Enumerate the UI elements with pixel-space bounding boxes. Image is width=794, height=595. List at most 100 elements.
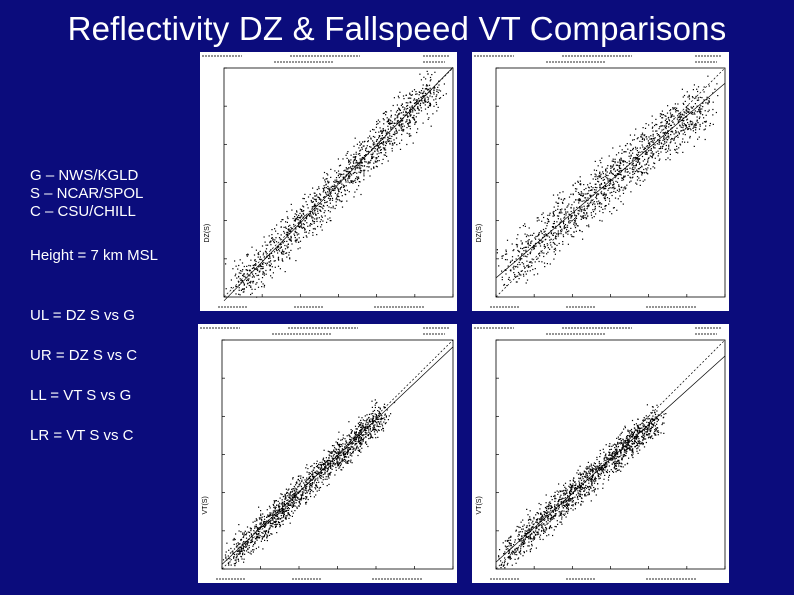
scatter-point xyxy=(596,201,598,203)
scatter-point xyxy=(345,194,347,196)
scatter-point xyxy=(652,130,654,132)
scatter-point xyxy=(275,512,277,514)
scatter-point xyxy=(363,169,365,171)
scatter-point xyxy=(234,260,236,262)
scatter-point xyxy=(275,506,277,508)
scatter-point xyxy=(345,154,347,156)
scatter-point xyxy=(390,140,392,142)
scatter-point xyxy=(424,97,426,99)
scatter-point xyxy=(329,220,331,222)
scatter-point xyxy=(508,539,510,541)
scatter-point xyxy=(549,239,551,241)
scatter-point xyxy=(568,491,571,494)
scatter-point xyxy=(604,474,606,476)
scatter-point xyxy=(557,523,559,525)
scatter-point xyxy=(345,167,347,169)
scatter-point xyxy=(547,235,549,237)
scatter-point xyxy=(377,119,379,121)
scatter-point xyxy=(538,232,540,234)
scatter-point xyxy=(266,256,268,258)
scatter-point xyxy=(324,187,326,189)
scatter-point xyxy=(592,470,594,472)
scatter-point xyxy=(365,149,367,152)
scatter-point xyxy=(580,215,582,217)
scatter-point xyxy=(613,167,615,170)
scatter-point xyxy=(334,187,336,189)
scatter-point xyxy=(519,526,521,529)
scatter-point xyxy=(636,176,639,178)
scatter-point xyxy=(571,214,573,217)
scatter-point xyxy=(240,538,243,540)
scatter-point xyxy=(617,177,619,180)
scatter-point xyxy=(629,143,631,145)
scatter-point xyxy=(677,110,679,112)
scatter-point xyxy=(326,201,328,203)
scatter-point xyxy=(364,420,366,422)
scatter-point xyxy=(558,212,560,214)
scatter-point xyxy=(286,252,288,254)
scatter-point xyxy=(615,191,617,193)
scatter-point xyxy=(678,133,680,135)
scatter-point xyxy=(540,250,542,252)
scatter-point xyxy=(235,265,237,267)
scatter-point xyxy=(295,241,297,243)
scatter-point xyxy=(531,522,533,524)
scatter-point xyxy=(551,506,553,508)
scatter-point xyxy=(426,101,429,103)
scatter-point xyxy=(302,492,304,494)
scatter-point xyxy=(604,193,606,196)
scatter-point xyxy=(528,227,530,229)
scatter-point xyxy=(594,468,596,470)
scatter-point xyxy=(525,533,527,535)
scatter-point xyxy=(357,176,360,178)
scatter-point xyxy=(336,456,339,458)
scatter-point xyxy=(516,246,518,248)
scatter-point xyxy=(311,485,313,487)
scatter-point xyxy=(430,104,432,106)
scatter-point xyxy=(285,221,287,223)
scatter-point xyxy=(613,451,615,453)
scatter-point xyxy=(684,131,686,133)
scatter-point xyxy=(548,507,550,509)
scatter-point xyxy=(678,116,680,119)
scatter-point xyxy=(632,152,634,154)
scatter-point xyxy=(386,117,388,119)
scatter-point xyxy=(250,530,252,532)
scatter-point xyxy=(546,235,548,237)
scatter-point xyxy=(428,91,430,93)
scatter-point xyxy=(683,117,685,119)
scatter-point xyxy=(632,158,634,160)
scatter-point xyxy=(652,426,654,428)
scatter-point xyxy=(553,213,555,216)
scatter-point xyxy=(292,477,294,479)
scatter-point xyxy=(317,225,319,228)
scatter-point xyxy=(649,428,651,430)
scatter-point xyxy=(623,448,625,450)
scatter-point xyxy=(321,216,323,218)
scatter-point xyxy=(296,499,298,501)
scatter-point xyxy=(567,500,569,502)
scatter-point xyxy=(625,455,627,457)
scatter-point xyxy=(334,189,336,191)
scatter-point xyxy=(242,532,244,534)
scatter-point xyxy=(356,188,358,191)
scatter-point xyxy=(654,416,656,418)
scatter-point xyxy=(586,212,588,214)
scatter-point xyxy=(275,522,277,524)
scatter-point xyxy=(708,109,710,111)
scatter-point xyxy=(252,551,254,553)
scatter-point xyxy=(585,218,587,220)
scatter-point xyxy=(551,246,553,248)
scatter-point xyxy=(394,119,396,121)
scatter-point xyxy=(260,265,263,268)
scatter-point xyxy=(364,427,367,429)
scatter-point xyxy=(364,426,366,428)
scatter-point xyxy=(622,179,625,181)
scatter-point xyxy=(337,193,339,195)
scatter-point xyxy=(294,497,296,499)
scatter-point xyxy=(636,150,638,152)
scatter-point xyxy=(364,159,366,161)
scatter-point xyxy=(297,478,299,480)
scatter-point xyxy=(671,137,673,140)
scatter-point xyxy=(638,432,640,434)
